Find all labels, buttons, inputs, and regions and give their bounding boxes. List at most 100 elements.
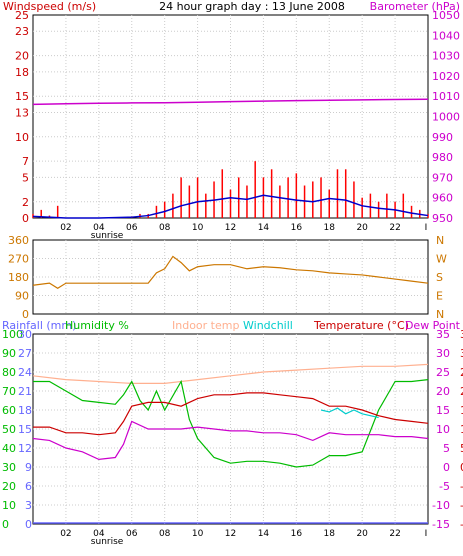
x-tick-label: 22: [389, 529, 400, 539]
dewpoint-tick-label: 25: [436, 366, 450, 379]
rain-tick-label: 15: [18, 423, 32, 436]
rain-tick-label: 12: [18, 442, 32, 455]
humidity-tick-label: 60: [2, 404, 16, 417]
barometer-label: Barometer (hPa): [370, 0, 460, 13]
wind-tick-label: 20: [15, 50, 29, 63]
temp-tick-label: -5: [460, 480, 463, 493]
humidity-tick-label: 40: [2, 442, 16, 455]
barometer-tick-label: 960: [432, 192, 453, 205]
wind-tick-label: 25: [15, 9, 29, 22]
x-tick-label: 16: [291, 223, 303, 233]
temp-tick-label: 20: [460, 385, 463, 398]
rain-tick-label: 6: [25, 480, 32, 493]
temp-tick-label: -10: [460, 499, 463, 512]
direction-tick-label: 360: [8, 234, 29, 247]
x-tick-label: 10: [192, 223, 204, 233]
barometer-tick-label: 1040: [432, 29, 460, 42]
compass-tick-label: E: [436, 290, 443, 303]
dewpoint-tick-label: 0: [443, 461, 450, 474]
sunrise-label: sunrise: [91, 231, 124, 241]
indoor-temp-label: Indoor temp: [172, 319, 239, 332]
humidity-tick-label: 100: [2, 328, 23, 341]
dewpoint-tick-label: -10: [432, 499, 450, 512]
barometer-tick-label: 990: [432, 131, 453, 144]
wind-tick-label: 18: [15, 66, 29, 79]
humidity-tick-label: 20: [2, 480, 16, 493]
temp-tick-label: 35: [460, 328, 463, 341]
temp-tick-label: 25: [460, 366, 463, 379]
x-tick-label: 08: [159, 223, 171, 233]
humidity-tick-label: 90: [2, 347, 16, 360]
direction-tick-label: 180: [8, 271, 29, 284]
barometer-tick-label: 980: [432, 151, 453, 164]
x-tick-label: 18: [324, 223, 336, 233]
x-tick-label: I: [425, 529, 428, 539]
barometer-tick-label: 1010: [432, 90, 460, 103]
humidity-tick-label: 30: [2, 461, 16, 474]
dewpoint-tick-label: 15: [436, 404, 450, 417]
barometer-tick-label: 1050: [432, 9, 460, 22]
x-tick-label: 02: [60, 529, 71, 539]
wind-tick-label: 0: [22, 212, 29, 225]
x-tick-label: 20: [356, 529, 368, 539]
dewpoint-tick-label: 20: [436, 385, 450, 398]
barometer-tick-label: 950: [432, 212, 453, 225]
rain-tick-label: 30: [18, 328, 32, 341]
humidity-tick-label: 80: [2, 366, 16, 379]
x-tick-label: I: [425, 223, 428, 233]
rainfall-label: Rainfall (mm): [2, 319, 76, 332]
wind-tick-label: 5: [22, 171, 29, 184]
x-tick-label: 04: [93, 223, 105, 233]
x-tick-label: 10: [192, 529, 204, 539]
direction-tick-label: 90: [15, 290, 29, 303]
direction-line: [32, 255, 429, 290]
temp-tick-label: -15: [460, 518, 463, 531]
rain-tick-label: 27: [18, 347, 32, 360]
direction-tick-label: 0: [22, 308, 29, 321]
gust_line-line: [32, 194, 429, 219]
x-tick-label: 18: [324, 529, 336, 539]
x-tick-label: 02: [60, 223, 71, 233]
wind-tick-label: 10: [15, 131, 29, 144]
humidity-label: Humidity %: [65, 319, 129, 332]
dewpoint-tick-label: 10: [436, 423, 450, 436]
wind-tick-label: 23: [15, 25, 29, 38]
compass-tick-label: N: [436, 308, 444, 321]
chart-title: 24 hour graph day : 13 June 2008: [159, 0, 345, 13]
compass-tick-label: N: [436, 234, 444, 247]
dewpoint-tick-label: 5: [443, 442, 450, 455]
temperature-label: Temperature (°C): [313, 319, 409, 332]
dewpoint-line: [32, 420, 429, 461]
temp-tick-label: 0: [460, 461, 463, 474]
dewpoint-tick-label: 30: [436, 347, 450, 360]
windspeed-label: Windspeed (m/s): [3, 0, 96, 13]
rain-tick-label: 3: [25, 499, 32, 512]
x-tick-label: 14: [258, 223, 270, 233]
wind-tick-label: 2: [22, 196, 29, 209]
temp-tick-label: 5: [460, 442, 463, 455]
rain-tick-label: 18: [18, 404, 32, 417]
temp-tick-label: 15: [460, 404, 463, 417]
barometer-tick-label: 1000: [432, 111, 460, 124]
humidity-tick-label: 0: [2, 518, 9, 531]
sunrise-label: sunrise: [91, 537, 124, 547]
dewpoint-tick-label: -5: [439, 480, 450, 493]
x-tick-label: 16: [291, 529, 303, 539]
rain-tick-label: 21: [18, 385, 32, 398]
x-tick-label: 06: [126, 529, 138, 539]
x-tick-label: 08: [159, 529, 171, 539]
wind-tick-label: 13: [15, 106, 29, 119]
humidity-tick-label: 10: [2, 499, 16, 512]
dewpoint-tick-label: 35: [436, 328, 450, 341]
compass-tick-label: S: [436, 271, 443, 284]
barometer-tick-label: 1020: [432, 70, 460, 83]
temperature-line: [33, 392, 429, 436]
windchill-line: [320, 407, 379, 419]
barometer-line: [32, 98, 429, 106]
direction-tick-label: 270: [8, 253, 29, 266]
rain-tick-label: 24: [18, 366, 32, 379]
humidity-tick-label: 50: [2, 423, 16, 436]
x-tick-label: 12: [225, 223, 236, 233]
windchill-label: Windchill: [243, 319, 293, 332]
x-tick-label: 06: [126, 223, 138, 233]
